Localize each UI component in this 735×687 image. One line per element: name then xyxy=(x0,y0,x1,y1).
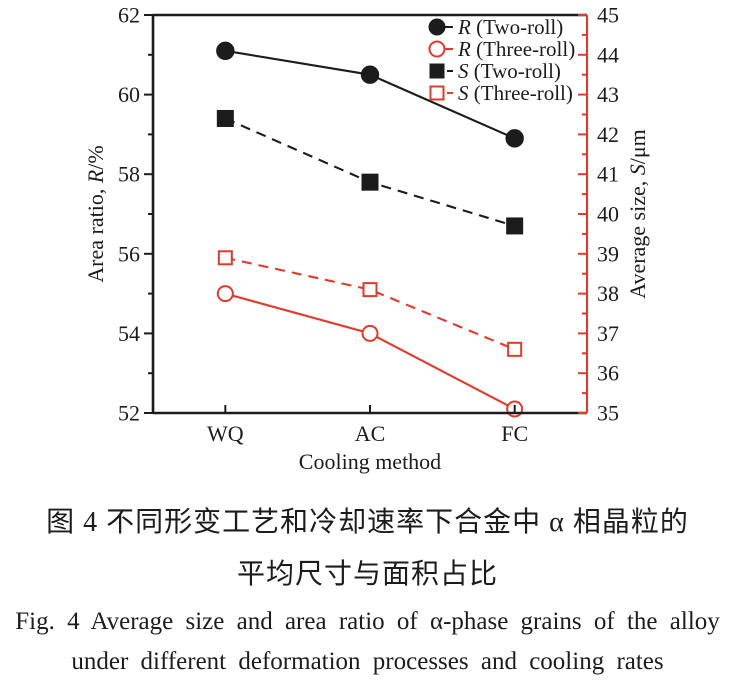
legend-label: S (Three-roll) xyxy=(458,81,573,105)
right-tick-label: 41 xyxy=(597,162,619,187)
legend-marker xyxy=(429,85,445,101)
right-tick-label: 38 xyxy=(597,281,619,306)
right-tick-label: 36 xyxy=(597,361,619,386)
legend-marker xyxy=(429,63,445,79)
chart: 52 54 56 58 60 62 35 36 37 38 39 40 41 42 43 44 45 WQ AC FC… xyxy=(83,3,650,475)
caption-zh-line2: 平均尺寸与面积占比 xyxy=(236,559,498,590)
right-tick-label: 42 xyxy=(597,122,619,147)
legend-label: R (Two-roll) xyxy=(457,15,563,39)
left-tick-label: 62 xyxy=(118,3,140,28)
caption-en-line2: under different deformation processes an… xyxy=(71,648,664,675)
legend-label: R (Three-roll) xyxy=(457,37,575,61)
data-point xyxy=(217,250,233,266)
left-axis-title: Area ratio, R/% xyxy=(83,145,108,282)
left-tick-label: 56 xyxy=(118,241,140,266)
caption-zh-line1: 图 4 不同形变工艺和冷却速率下合金中 α 相晶粒的 xyxy=(46,507,689,538)
data-point xyxy=(505,129,524,148)
left-tick-label: 54 xyxy=(118,321,140,346)
data-point xyxy=(360,65,380,84)
left-tick-label: 52 xyxy=(118,401,140,426)
right-tick-label: 45 xyxy=(597,3,619,28)
data-point xyxy=(361,324,379,342)
x-tick-label: AC xyxy=(355,421,386,446)
right-tick-label: 44 xyxy=(597,42,619,67)
data-point xyxy=(216,109,234,127)
right-tick-label: 39 xyxy=(597,241,619,266)
left-tick-label: 58 xyxy=(118,162,140,187)
series-line-1 xyxy=(225,292,516,410)
right-tick-label: 40 xyxy=(597,202,619,227)
data-point xyxy=(506,217,524,235)
left-tick-label: 60 xyxy=(118,82,140,107)
x-axis-title: Cooling method xyxy=(299,449,441,474)
data-point xyxy=(507,341,523,357)
right-tick-label: 37 xyxy=(597,321,619,346)
x-tick-label: FC xyxy=(501,421,528,446)
right-tick-label: 43 xyxy=(597,82,619,107)
right-tick-label: 35 xyxy=(597,401,619,426)
caption-en-line1: Fig. 4 Average size and area ratio of α-… xyxy=(15,608,720,635)
x-tick-label: WQ xyxy=(207,421,244,446)
data-point xyxy=(216,285,234,303)
series-line-2 xyxy=(224,117,515,227)
data-point xyxy=(362,282,378,298)
legend-marker xyxy=(428,18,446,36)
legend-label: S (Two-roll) xyxy=(458,59,561,83)
data-point xyxy=(216,41,235,61)
right-axis-title: Average size, S/μm xyxy=(625,129,650,299)
legend-marker xyxy=(428,40,446,58)
data-point xyxy=(361,173,379,191)
